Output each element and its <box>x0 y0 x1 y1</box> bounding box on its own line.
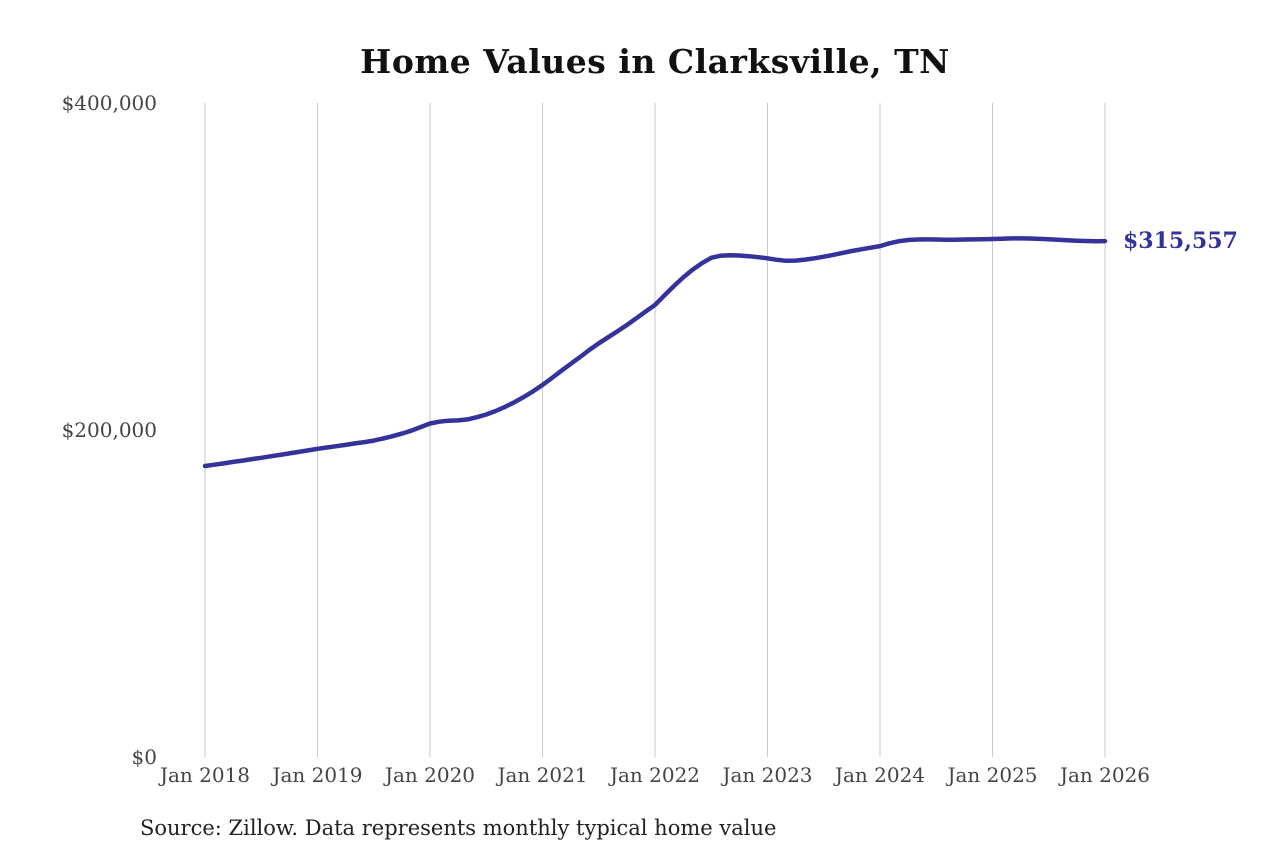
x-axis-label-jan-2022: Jan 2022 <box>609 763 701 787</box>
x-axis-label-jan-2023: Jan 2023 <box>722 763 813 787</box>
source-note: Source: Zillow. Data represents monthly … <box>140 816 777 840</box>
x-axis-label-jan-2024: Jan 2024 <box>834 763 926 787</box>
home-value-line <box>202 236 1108 469</box>
x-axis-label-jan-2026: Jan 2026 <box>1059 763 1151 787</box>
y-axis-label-0: $0 <box>131 745 157 769</box>
x-axis-label-jan-2020: Jan 2020 <box>384 763 476 787</box>
y-axis-label-200000: $200,000 <box>61 418 157 442</box>
x-axis-label-jan-2019: Jan 2019 <box>272 763 363 787</box>
x-axis-label-jan-2025: Jan 2025 <box>947 763 1038 787</box>
current-value-label: $315,557 <box>1123 228 1238 255</box>
y-axis-label-400000: $400,000 <box>61 91 157 115</box>
x-axis-label-jan-2021: Jan 2021 <box>497 763 588 787</box>
chart-title: Home Values in Clarksville, TN <box>360 42 950 81</box>
x-axis-label-jan-2018: Jan 2018 <box>159 763 251 787</box>
